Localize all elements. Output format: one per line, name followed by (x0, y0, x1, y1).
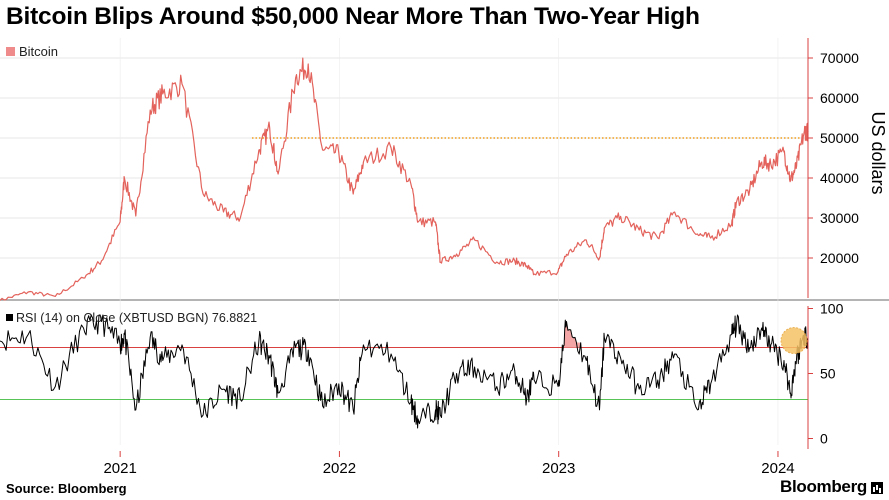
x-tick-label: 2022 (323, 460, 356, 477)
x-tick-label: 2021 (103, 460, 136, 477)
bloomberg-terminal-icon (871, 482, 883, 494)
price-tick-label: 70000 (820, 50, 859, 66)
x-tick-label: 2024 (761, 460, 794, 477)
axis-layer: 20000 30000 40000 50000 60000 70000 US dollars… (103, 38, 888, 477)
rsi-current-marker (780, 327, 808, 355)
x-tick-label: 2023 (542, 460, 575, 477)
chart-title: Bitcoin Blips Around $50,000 Near More T… (6, 3, 700, 30)
rsi-panel: RSI (14) on Close (XBTUSD BGN) 76.8821 (0, 311, 809, 429)
rsi-tick-label: 50 (820, 366, 836, 382)
price-tick-label: 50000 (820, 130, 859, 146)
price-tick-label: 40000 (820, 170, 859, 186)
price-tick-label: 30000 (820, 210, 859, 226)
rsi-line (0, 314, 809, 429)
source-note: Source: Bloomberg (6, 481, 127, 496)
rsi-tick-label: 100 (820, 301, 844, 317)
legend-label-rsi: RSI (14) on Close (XBTUSD BGN) 76.8821 (16, 311, 257, 325)
price-panel: Bitcoin (0, 44, 809, 301)
legend-swatch-bitcoin (6, 47, 15, 56)
rsi-tick-label: 0 (820, 431, 828, 447)
price-tick-label: 20000 (820, 250, 859, 266)
legend-label-bitcoin: Bitcoin (19, 44, 58, 59)
bitcoin-price-line (0, 57, 809, 301)
legend-swatch-rsi (6, 314, 13, 321)
brand-logo: Bloomberg (779, 477, 867, 496)
price-tick-label: 60000 (820, 90, 859, 106)
grid-layer (0, 38, 889, 445)
price-axis-title: US dollars (868, 111, 888, 194)
